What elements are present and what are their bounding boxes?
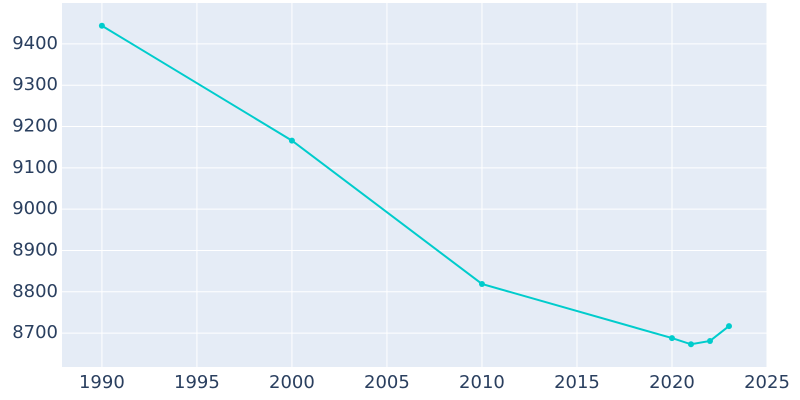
data-point — [706, 337, 713, 344]
x-tick-label: 2020 — [649, 372, 695, 393]
data-point — [478, 280, 485, 287]
x-tick-label: 2010 — [459, 372, 505, 393]
x-tick-label: 2005 — [364, 372, 410, 393]
y-tick-label: 8700 — [12, 322, 58, 343]
x-tick-label: 1995 — [174, 372, 220, 393]
plot-background — [62, 3, 767, 367]
y-tick-label: 8900 — [12, 239, 58, 260]
data-point — [98, 22, 105, 29]
y-tick-label: 8800 — [12, 281, 58, 302]
data-point — [687, 341, 694, 348]
x-tick-label: 2025 — [744, 372, 790, 393]
y-tick-label: 9100 — [12, 157, 58, 178]
data-point — [668, 335, 675, 342]
y-tick-label: 9400 — [12, 33, 58, 54]
y-tick-label: 9000 — [12, 198, 58, 219]
data-point — [725, 323, 732, 330]
x-tick-label: 1990 — [79, 372, 125, 393]
data-point — [288, 137, 295, 144]
x-tick-label: 2000 — [269, 372, 315, 393]
y-tick-label: 9200 — [12, 116, 58, 137]
x-tick-label: 2015 — [554, 372, 600, 393]
y-tick-label: 9300 — [12, 74, 58, 95]
